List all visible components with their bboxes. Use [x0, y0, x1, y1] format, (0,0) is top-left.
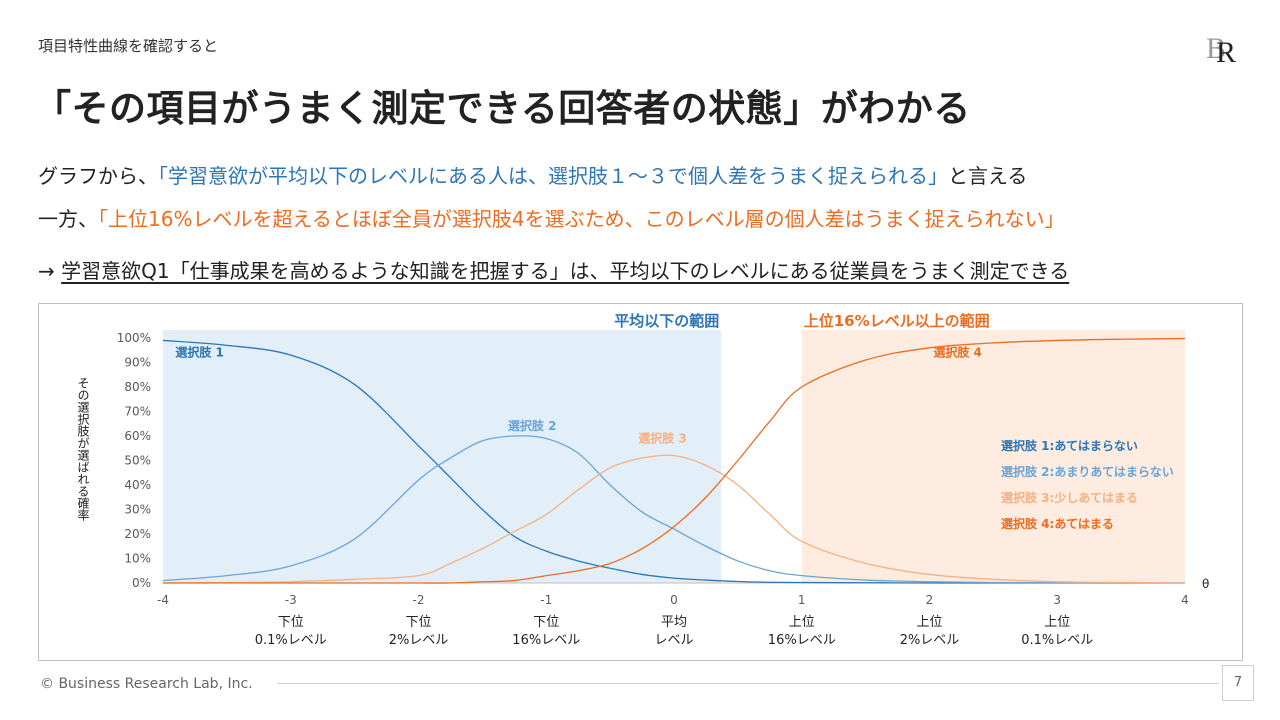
series-line-4	[163, 337, 1186, 584]
legend-item-3: 選択肢 3:少しあてはまる	[1001, 490, 1138, 505]
range-band-0	[163, 330, 722, 583]
series-label-1: 選択肢 1	[175, 345, 224, 360]
x-tick-sublabel: 下位	[533, 615, 559, 630]
brl-logo: B R	[1206, 32, 1236, 66]
x-axis-label: θ	[1202, 577, 1209, 591]
page-number: 7	[1222, 665, 1254, 701]
x-tick-sublabel: 上位	[789, 615, 815, 630]
y-tick-label: 80%	[124, 380, 151, 394]
y-tick-label: 30%	[124, 503, 151, 517]
x-tick-label: -1	[540, 593, 552, 607]
body-line-2: 一方、「上位16%レベルを超えるとほぼ全員が選択肢4を選ぶため、このレベル層の個…	[38, 203, 1065, 232]
line2-highlight: 「上位16%レベルを超えるとほぼ全員が選択肢4を選ぶため、このレベル層の個人差は…	[98, 207, 1065, 231]
y-tick-label: 60%	[124, 429, 151, 443]
svg-text:R: R	[1216, 36, 1236, 66]
y-tick-label: 0%	[132, 576, 151, 590]
x-tick-sublabel: 平均	[661, 615, 687, 630]
footer-divider	[278, 683, 1218, 684]
y-tick-label: 40%	[124, 478, 151, 492]
line1-suffix: と言える	[948, 164, 1028, 188]
x-tick-sublabel: 0.1%レベル	[255, 633, 327, 648]
page-title: 「その項目がうまく測定できる回答者の状態」がわかる	[34, 87, 971, 130]
series-line-1	[162, 339, 1185, 584]
x-tick-label: 2	[926, 593, 934, 607]
x-tick-label: 3	[1053, 593, 1061, 607]
series-label-3: 選択肢 3	[638, 430, 687, 445]
legend-item-1: 選択肢 1:あてはまらない	[1001, 438, 1138, 453]
series-label-2: 選択肢 2	[508, 418, 557, 433]
x-tick-label: -3	[285, 593, 297, 607]
x-tick-label: -2	[413, 593, 425, 607]
svg-text:B: B	[1206, 32, 1226, 65]
range-band-label-0: 平均以下の範囲	[614, 312, 719, 330]
y-tick-label: 100%	[117, 331, 151, 345]
x-tick-sublabel: 上位	[1044, 615, 1070, 630]
legend-item-4: 選択肢 4:あてはまる	[1001, 516, 1114, 531]
line1-highlight: 「学習意欲が平均以下のレベルにある人は、選択肢１～３で個人差をうまく捉えられる」	[158, 164, 948, 188]
range-band-1	[801, 330, 1185, 583]
x-tick-sublabel: 2%レベル	[900, 633, 960, 648]
x-tick-label: -4	[157, 593, 169, 607]
arrow: →	[38, 259, 62, 283]
x-tick-sublabel: 上位	[916, 615, 942, 630]
y-tick-label: 50%	[124, 454, 151, 468]
y-tick-label: 90%	[124, 356, 151, 370]
y-tick-label: 70%	[124, 405, 151, 419]
line2-prefix: 一方、	[38, 207, 98, 231]
y-tick-label: 10%	[124, 552, 151, 566]
x-tick-sublabel: 下位	[405, 615, 431, 630]
y-tick-label: 20%	[124, 527, 151, 541]
x-tick-label: 1	[798, 593, 806, 607]
x-tick-sublabel: 下位	[278, 615, 304, 630]
body-line-1: グラフから、「学習意欲が平均以下のレベルにある人は、選択肢１～３で個人差をうまく…	[38, 160, 1027, 189]
x-tick-sublabel: 16%レベル	[512, 633, 580, 648]
series-line-3	[162, 454, 1186, 584]
x-tick-sublabel: レベル	[654, 633, 693, 648]
x-tick-sublabel: 16%レベル	[768, 633, 836, 648]
x-tick-sublabel: 0.1%レベル	[1021, 633, 1093, 648]
series-label-4: 選択肢 4	[933, 345, 982, 360]
x-tick-sublabel: 2%レベル	[389, 633, 449, 648]
y-axis-label: その選択肢が選ばれる確率	[76, 377, 90, 521]
range-band-label-1: 上位16%レベル以上の範囲	[804, 312, 990, 330]
x-tick-label: 0	[670, 593, 678, 607]
series-line-2	[162, 435, 1186, 584]
x-tick-label: 4	[1181, 593, 1189, 607]
conclusion-text: 学習意欲Q1「仕事成果を高めるような知識を把握する」は、平均以下のレベルにある従…	[61, 259, 1070, 283]
legend-item-2: 選択肢 2:あまりあてはまらない	[1001, 464, 1174, 479]
copyright: © Business Research Lab, Inc.	[40, 676, 253, 692]
line1-prefix: グラフから、	[38, 164, 158, 188]
section-kicker: 項目特性曲線を確認すると	[38, 37, 219, 55]
body-line-3: → 学習意欲Q1「仕事成果を高めるような知識を把握する」は、平均以下のレベルにあ…	[38, 255, 1069, 284]
chart-frame	[38, 303, 1243, 661]
